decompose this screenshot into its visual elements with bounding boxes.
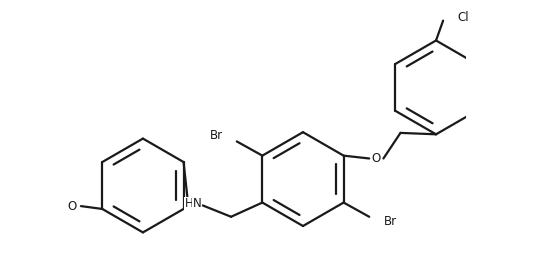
Text: Br: Br bbox=[383, 214, 397, 228]
Text: Cl: Cl bbox=[457, 11, 469, 24]
Text: H: H bbox=[185, 197, 194, 211]
Text: Br: Br bbox=[209, 129, 223, 142]
Text: O: O bbox=[372, 152, 381, 165]
Text: N: N bbox=[192, 197, 201, 211]
Text: O: O bbox=[68, 200, 77, 213]
